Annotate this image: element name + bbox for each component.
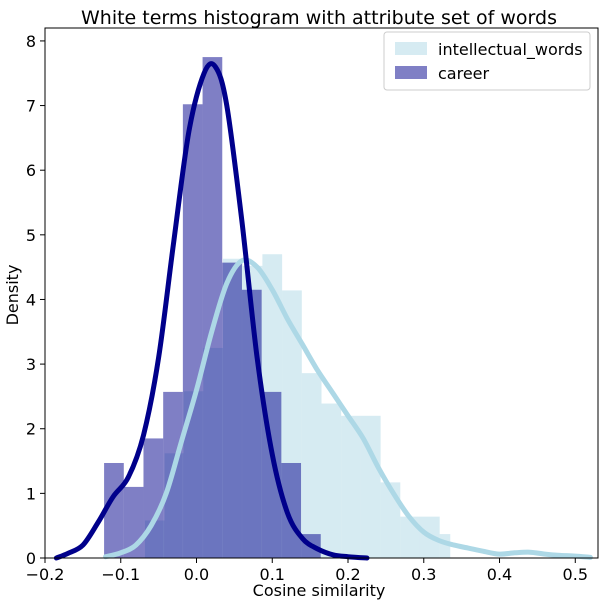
y-axis: 0 1 2 3 4 5 6 7 8 [26, 32, 45, 568]
x-tick-label: 0.2 [335, 565, 360, 584]
y-tick-label: 1 [26, 484, 36, 503]
histogram-bar-intellectual-words-8 [301, 373, 322, 558]
histogram-bar-intellectual-words-12 [380, 482, 401, 558]
x-tick-label: 0.3 [411, 565, 436, 584]
legend-swatch-career [395, 66, 427, 79]
kde-line-intellectual-words [103, 257, 593, 560]
histogram-bar-career-6 [222, 262, 242, 558]
histogram-bar-intellectual-words-15 [439, 534, 451, 558]
plot-frame [44, 27, 599, 559]
y-tick-label: 8 [26, 32, 36, 51]
histogram-bar-career-4 [182, 104, 203, 558]
x-tick-label: 0.5 [563, 565, 588, 584]
x-tick-label: 0.0 [184, 565, 209, 584]
y-tick-label: 7 [26, 97, 36, 116]
x-tick-label: −0.2 [26, 565, 65, 584]
x-tick-label: 0.4 [487, 565, 512, 584]
legend-frame [383, 31, 591, 91]
chart-title: White terms histogram with attribute set… [81, 7, 557, 29]
x-axis-title: Cosine similarity [253, 581, 386, 600]
legend: intellectual_words career [383, 31, 591, 91]
x-axis: −0.2 −0.1 0.0 0.1 0.2 0.3 0.4 0.5 [26, 558, 588, 584]
y-axis-title: Density [3, 265, 22, 326]
y-tick-label: 3 [26, 355, 36, 374]
y-tick-label: 2 [26, 420, 36, 439]
histogram-bar-intellectual-words-9 [321, 403, 342, 558]
x-tick-label: 0.1 [260, 565, 285, 584]
legend-label-intellectual-words: intellectual_words [438, 40, 583, 60]
y-tick-label: 5 [26, 226, 36, 245]
y-tick-label: 0 [26, 549, 36, 568]
kde-line-career [53, 61, 370, 561]
histogram-bar-career-5 [202, 57, 223, 559]
x-tick-label: −0.1 [101, 565, 140, 584]
histogram-bar-career-2 [143, 438, 164, 558]
histogram-bar-intellectual-words-10 [341, 415, 361, 558]
y-tick-label: 6 [26, 161, 36, 180]
y-tick-label: 4 [26, 290, 36, 309]
legend-swatch-intellectual-words [395, 42, 427, 55]
legend-label-career: career [438, 64, 490, 83]
kde-layer [53, 61, 593, 561]
histogram-bar-intellectual-words-11 [360, 415, 381, 558]
